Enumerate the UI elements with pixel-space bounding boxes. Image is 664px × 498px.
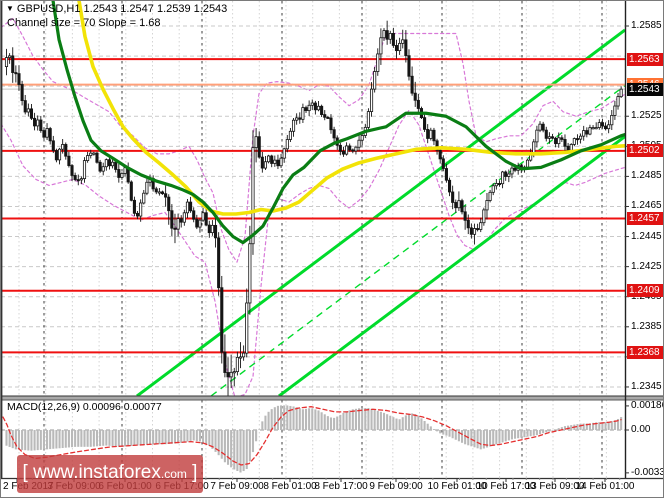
price-axis-label: 1.2465 (631, 200, 662, 212)
macd-axis-label: 0.00 (631, 424, 651, 435)
date-axis-label: 10 Feb 17:00 (476, 481, 536, 492)
date-axis-label: 8 Feb 17:00 (314, 481, 368, 492)
channel-info-line: Channel size = 70 Slope = 1.68 (7, 17, 161, 29)
date-axis-label: 10 Feb 01:00 (427, 481, 487, 492)
date-axis-label: 7 Feb 09:00 (210, 481, 264, 492)
panel-splitter[interactable] (1, 396, 664, 400)
level-price-badge: 1.2457 (627, 212, 663, 225)
date-axis-label: 8 Feb 01:00 (263, 481, 317, 492)
date-axis-label: 9 Feb 09:00 (369, 481, 423, 492)
level-price-badge: 1.2368 (627, 345, 663, 359)
macd-axis-label: -0.00331 (631, 466, 663, 478)
watermark-close: ] (186, 462, 198, 483)
price-axis-label: 1.2345 (631, 380, 662, 392)
price-axis-label: 1.2385 (631, 320, 662, 332)
macd-indicator-label: MACD(12,26,9) 0.00096 0.00077 (7, 401, 162, 413)
chart-title: ▼ GBPUSD,H1 1.2543 1.2547 1.2539 1.2543 (6, 3, 227, 15)
level-price-badge: 1.2563 (627, 52, 663, 66)
bid-price-badge: 1.2543 (627, 82, 663, 96)
price-axis-label: 1.2525 (631, 110, 662, 122)
date-axis-label: 14 Feb 01:00 (575, 481, 635, 492)
macd-panel[interactable] (1, 400, 625, 478)
watermark-tld: .com (160, 467, 187, 481)
symbol-dropdown-icon[interactable]: ▼ (6, 4, 14, 13)
macd-axis-label: 0.00186 (631, 399, 664, 411)
price-axis-label: 1.2445 (631, 230, 662, 242)
instaforex-watermark: [ www.instaforex.com ] (17, 455, 203, 493)
symbol-ohlc-line: GBPUSD,H1 1.2543 1.2547 1.2539 1.2543 (16, 3, 228, 15)
watermark-text: [ www.instaforex (22, 462, 161, 483)
candles-layer (4, 20, 623, 396)
level-price-badge: 1.2502 (627, 144, 663, 158)
macd-histogram (5, 405, 623, 473)
price-axis-label: 1.2425 (631, 260, 662, 272)
level-price-badge: 1.2409 (627, 284, 663, 298)
price-axis-label: 1.2485 (631, 170, 662, 182)
date-axis-label: 13 Feb 09:00 (525, 481, 585, 492)
price-axis-label: 1.2585 (631, 20, 662, 31)
main-panel[interactable] (1, 1, 664, 397)
